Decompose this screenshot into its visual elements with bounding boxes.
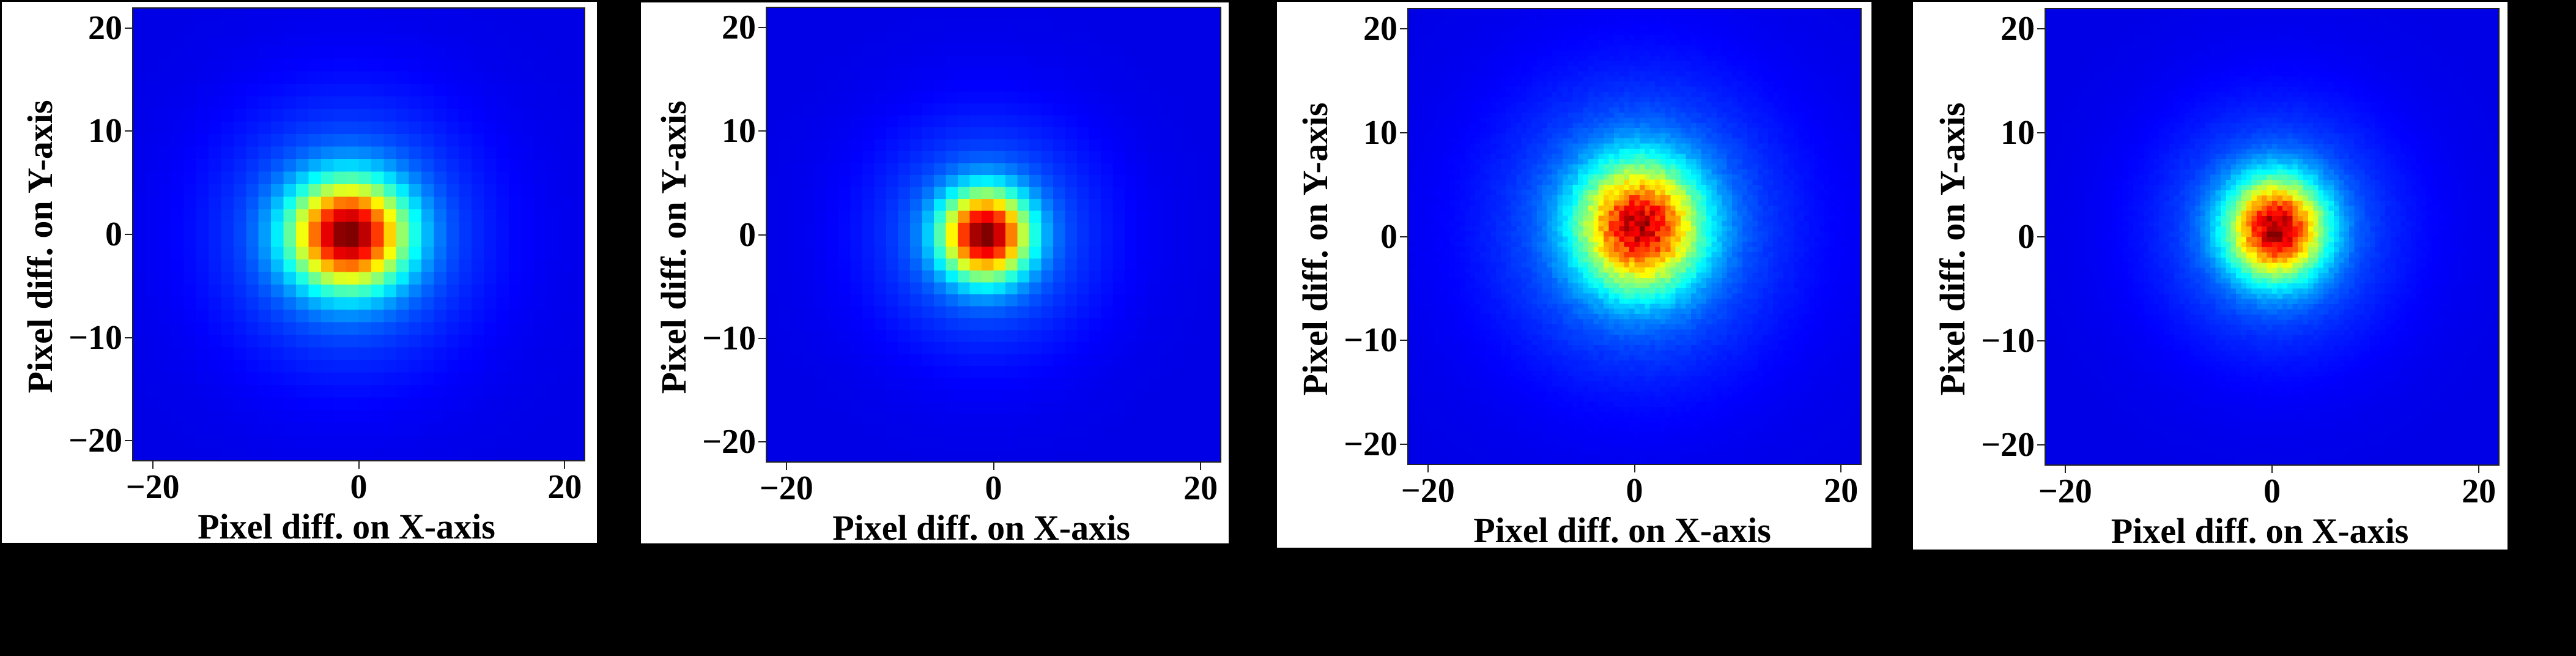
x-tick-label: 0 — [2263, 472, 2281, 510]
y-tick-mark — [2037, 340, 2045, 341]
x-axis-label-4: Pixel diff. on X-axis — [2111, 511, 2409, 551]
y-tick-label: −20 — [68, 422, 122, 460]
heatmap-canvas-1 — [133, 9, 584, 460]
x-tick-mark — [152, 461, 154, 469]
y-tick-label: 10 — [88, 112, 122, 151]
y-tick-mark — [1400, 132, 1407, 133]
y-tick-label: −20 — [702, 423, 756, 461]
x-tick-label: 0 — [1626, 472, 1643, 510]
heatmap-canvas-4 — [2046, 9, 2498, 464]
y-tick-label: −20 — [1981, 426, 2035, 464]
y-tick-mark — [2037, 236, 2045, 237]
y-tick-label: −10 — [1981, 322, 2035, 360]
y-tick-mark — [758, 441, 766, 443]
y-tick-label: 10 — [722, 112, 756, 151]
y-tick-mark — [125, 130, 132, 132]
y-tick-mark — [1400, 340, 1407, 341]
y-tick-mark — [125, 440, 132, 442]
y-tick-mark — [1400, 236, 1407, 237]
x-axis-label-2: Pixel diff. on X-axis — [832, 508, 1130, 548]
y-tick-label: 20 — [88, 9, 122, 47]
x-tick-mark — [1840, 465, 1842, 472]
heatmap-canvas-2 — [767, 8, 1220, 461]
y-axis-label-3: Pixel diff. on Y-axis — [1295, 102, 1335, 396]
x-tick-label: −20 — [2038, 472, 2092, 510]
x-axis-label-3: Pixel diff. on X-axis — [1473, 510, 1771, 550]
y-tick-label: −10 — [68, 318, 122, 357]
x-tick-label: 20 — [1183, 469, 1218, 507]
x-tick-mark — [785, 463, 787, 470]
y-tick-mark — [2037, 444, 2045, 445]
y-tick-label: −20 — [1344, 425, 1397, 464]
y-tick-mark — [125, 234, 132, 235]
y-tick-label: −10 — [1344, 321, 1397, 360]
x-tick-mark — [2064, 466, 2066, 473]
y-tick-label: 20 — [722, 8, 756, 47]
x-tick-label: 20 — [547, 468, 582, 506]
heatmap-plot-3 — [1407, 8, 1862, 465]
y-tick-mark — [758, 26, 766, 28]
y-tick-label: 0 — [739, 215, 756, 254]
y-tick-mark — [1400, 444, 1407, 445]
x-tick-mark — [564, 461, 566, 469]
y-tick-label: 10 — [2000, 114, 2035, 152]
x-tick-mark — [1427, 465, 1429, 472]
y-tick-mark — [2037, 28, 2045, 29]
y-axis-label-1: Pixel diff. on Y-axis — [20, 100, 60, 393]
x-tick-mark — [1200, 463, 1202, 470]
x-tick-mark — [2478, 466, 2480, 473]
y-tick-label: −10 — [702, 319, 756, 357]
x-axis-label-1: Pixel diff. on X-axis — [198, 507, 495, 546]
x-tick-mark — [1634, 465, 1635, 472]
x-tick-label: −20 — [1401, 472, 1455, 510]
x-tick-label: −20 — [125, 468, 180, 506]
y-axis-label-4: Pixel diff. on Y-axis — [1933, 102, 1972, 396]
x-tick-mark — [993, 463, 994, 470]
x-tick-label: 0 — [350, 468, 368, 506]
y-tick-label: 10 — [1363, 113, 1397, 152]
y-tick-mark — [2037, 132, 2045, 133]
x-tick-mark — [2271, 466, 2273, 473]
y-tick-mark — [125, 27, 132, 29]
heatmap-canvas-3 — [1408, 9, 1860, 464]
x-tick-label: 0 — [985, 469, 1002, 507]
x-tick-label: −20 — [759, 469, 813, 507]
x-tick-mark — [358, 461, 360, 469]
y-tick-label: 20 — [2000, 10, 2035, 48]
y-tick-mark — [758, 130, 766, 132]
y-tick-label: 0 — [105, 215, 122, 253]
heatmap-plot-4 — [2045, 8, 2500, 466]
x-tick-label: 20 — [2462, 472, 2496, 510]
y-tick-label: 0 — [2018, 218, 2035, 256]
y-tick-mark — [1400, 28, 1407, 29]
y-tick-mark — [125, 337, 132, 338]
y-tick-label: 0 — [1380, 217, 1397, 256]
y-tick-mark — [758, 337, 766, 339]
y-tick-label: 20 — [1363, 9, 1397, 48]
y-axis-label-2: Pixel diff. on Y-axis — [654, 100, 694, 394]
x-tick-label: 20 — [1824, 472, 1859, 510]
y-tick-mark — [758, 234, 766, 236]
heatmap-plot-1 — [132, 7, 585, 461]
heatmap-plot-2 — [766, 7, 1221, 463]
